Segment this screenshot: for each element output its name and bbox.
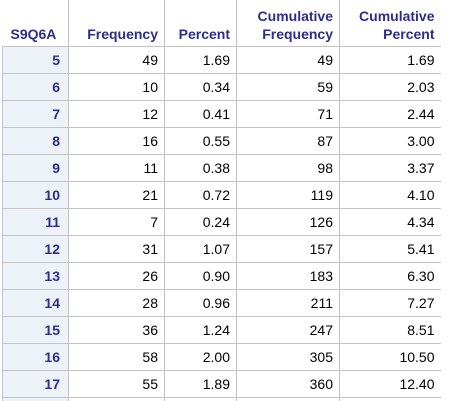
row-value: 10 — [2, 181, 69, 209]
cell-percent: 0.38 — [164, 154, 237, 182]
table-row: 7 12 0.41 71 2.44 — [2, 100, 441, 128]
row-value: 9 — [2, 154, 69, 182]
cell-cumulative-frequency: 211 — [236, 289, 340, 317]
header-row: S9Q6A Frequency Percent Cumulative Frequ… — [2, 0, 441, 47]
row-value: 5 — [2, 46, 69, 74]
row-value: 14 — [2, 289, 69, 317]
cell-cumulative-frequency: 119 — [236, 181, 340, 209]
cell-frequency: 36 — [68, 316, 165, 344]
header-frequency: Frequency — [68, 0, 165, 47]
cell-cumulative-percent: 3.00 — [339, 127, 441, 155]
table-header: S9Q6A Frequency Percent Cumulative Frequ… — [2, 0, 441, 47]
cell-cumulative-percent: 12.40 — [339, 370, 441, 398]
cell-frequency: 10 — [68, 73, 165, 101]
row-value: 16 — [2, 343, 69, 371]
cell-frequency: 28 — [68, 289, 165, 317]
table-row: 16 58 2.00 305 10.50 — [2, 343, 441, 371]
cell-percent: 1.89 — [164, 370, 237, 398]
cell-cumulative-percent: 4.34 — [339, 208, 441, 236]
cell-cumulative-frequency: 183 — [236, 262, 340, 290]
cell-cumulative-frequency: 59 — [236, 73, 340, 101]
header-cumulative-frequency: Cumulative Frequency — [236, 0, 340, 47]
table-row: 17 55 1.89 360 12.40 — [2, 370, 441, 398]
row-value: 13 — [2, 262, 69, 290]
cell-cumulative-percent: 5.41 — [339, 235, 441, 263]
cell-percent: 1.07 — [164, 235, 237, 263]
cell-frequency: 16 — [68, 127, 165, 155]
cell-percent: 0.24 — [164, 208, 237, 236]
frequency-table: S9Q6A Frequency Percent Cumulative Frequ… — [2, 0, 441, 401]
row-value-partial — [2, 397, 69, 401]
row-value: 15 — [2, 316, 69, 344]
header-cum-pct-line2: Percent — [383, 25, 435, 42]
cell-cumulative-frequency: 157 — [236, 235, 340, 263]
cell-cumulative-percent-partial — [340, 397, 441, 401]
cell-frequency: 58 — [68, 343, 165, 371]
cell-percent: 0.72 — [164, 181, 237, 209]
header-cum-pct-line1: Cumulative — [359, 7, 435, 24]
cell-frequency: 11 — [68, 154, 165, 182]
table-row: 11 7 0.24 126 4.34 — [2, 208, 441, 236]
cell-frequency: 7 — [68, 208, 165, 236]
table-row: 6 10 0.34 59 2.03 — [2, 73, 441, 101]
cell-cumulative-percent: 4.10 — [339, 181, 441, 209]
table-row: 14 28 0.96 211 7.27 — [2, 289, 441, 317]
cell-cumulative-percent: 2.44 — [339, 100, 441, 128]
table-row: 5 49 1.69 49 1.69 — [2, 46, 441, 74]
cell-frequency: 21 — [68, 181, 165, 209]
cell-cumulative-percent: 8.51 — [339, 316, 441, 344]
cell-cumulative-percent: 7.27 — [339, 289, 441, 317]
table-row: 8 16 0.55 87 3.00 — [2, 127, 441, 155]
cell-frequency: 55 — [68, 370, 165, 398]
cell-cumulative-frequency: 126 — [236, 208, 340, 236]
cell-cumulative-frequency: 71 — [236, 100, 340, 128]
table-body: 5 49 1.69 49 1.69 6 10 0.34 59 2.03 7 12 0.41 71 2.44 8… — [2, 46, 441, 401]
header-cum-freq-line1: Cumulative — [257, 7, 333, 24]
cell-percent: 1.69 — [164, 46, 237, 74]
cell-cumulative-frequency: 49 — [236, 46, 340, 74]
row-value: 11 — [2, 208, 69, 236]
cell-frequency: 49 — [68, 46, 165, 74]
row-value: 12 — [2, 235, 69, 263]
table-row-partial — [2, 397, 441, 401]
row-value: 7 — [2, 100, 69, 128]
cell-percent: 0.41 — [164, 100, 237, 128]
header-cumulative-percent: Cumulative Percent — [339, 0, 441, 47]
cell-frequency-partial — [68, 397, 165, 401]
row-value: 6 — [2, 73, 69, 101]
cell-cumulative-frequency-partial — [236, 397, 340, 401]
table-row: 12 31 1.07 157 5.41 — [2, 235, 441, 263]
cell-cumulative-percent: 1.69 — [339, 46, 441, 74]
cell-percent: 0.55 — [164, 127, 237, 155]
cell-frequency: 31 — [68, 235, 165, 263]
table-row: 15 36 1.24 247 8.51 — [2, 316, 441, 344]
cell-cumulative-percent: 10.50 — [339, 343, 441, 371]
cell-cumulative-frequency: 247 — [236, 316, 340, 344]
cell-cumulative-percent: 2.03 — [339, 73, 441, 101]
cell-percent: 1.24 — [164, 316, 237, 344]
cell-cumulative-percent: 3.37 — [339, 154, 441, 182]
cell-cumulative-frequency: 360 — [236, 370, 340, 398]
cell-cumulative-frequency: 305 — [236, 343, 340, 371]
table-row: 13 26 0.90 183 6.30 — [2, 262, 441, 290]
table-row: 10 21 0.72 119 4.10 — [2, 181, 441, 209]
header-percent: Percent — [164, 0, 237, 47]
cell-percent: 0.34 — [164, 73, 237, 101]
header-cum-freq-line2: Frequency — [262, 25, 333, 42]
cell-cumulative-frequency: 87 — [236, 127, 340, 155]
cell-frequency: 12 — [68, 100, 165, 128]
cell-cumulative-frequency: 98 — [236, 154, 340, 182]
row-value: 17 — [2, 370, 69, 398]
cell-percent: 0.96 — [164, 289, 237, 317]
cell-frequency: 26 — [68, 262, 165, 290]
table-row: 9 11 0.38 98 3.37 — [2, 154, 441, 182]
header-variable: S9Q6A — [2, 0, 69, 47]
row-value: 8 — [2, 127, 69, 155]
cell-percent: 0.90 — [164, 262, 237, 290]
cell-percent-partial — [164, 397, 237, 401]
cell-cumulative-percent: 6.30 — [339, 262, 441, 290]
cell-percent: 2.00 — [164, 343, 237, 371]
